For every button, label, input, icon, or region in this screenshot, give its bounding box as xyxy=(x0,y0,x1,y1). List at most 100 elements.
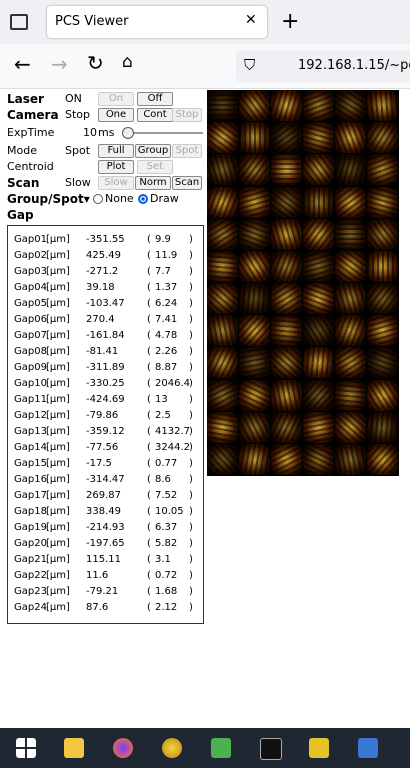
image-cell xyxy=(367,411,398,443)
gap-value: -79.86 xyxy=(86,410,119,421)
unit: [μm] xyxy=(46,554,70,565)
image-cell xyxy=(335,250,366,282)
paren: ( xyxy=(147,314,151,325)
paren: ) xyxy=(189,314,193,325)
radio[interactable] xyxy=(93,194,103,204)
gap-value: 39.18 xyxy=(86,282,115,293)
image-cell xyxy=(367,186,398,218)
button[interactable]: Norm xyxy=(135,176,171,190)
tab[interactable]: PCS Viewer ✕ xyxy=(47,6,267,38)
label: Centroid xyxy=(7,160,54,173)
gap-error: 2.26 xyxy=(155,346,178,357)
state: Stop xyxy=(65,108,91,121)
paren: ) xyxy=(189,250,193,261)
new-tab[interactable]: + xyxy=(281,9,300,34)
paren: ( xyxy=(147,426,151,437)
gap-row: Gap22 [μm] 11.6 (0.72) xyxy=(14,568,200,584)
terminal[interactable] xyxy=(260,738,282,760)
paren: ( xyxy=(147,506,151,517)
gap-value: 115.11 xyxy=(86,554,121,565)
app[interactable] xyxy=(358,738,378,758)
image-cell xyxy=(271,315,302,347)
paren: ( xyxy=(147,586,151,597)
gap-error: 2.5 xyxy=(155,410,171,421)
button[interactable]: Full xyxy=(98,144,134,158)
gap-row: Gap11 [μm] -424.69 (13) xyxy=(14,392,200,408)
gap-value: -271.2 xyxy=(86,266,119,277)
app[interactable] xyxy=(162,738,182,758)
unit: [μm] xyxy=(46,378,70,389)
firefox[interactable] xyxy=(113,738,133,758)
paren: ( xyxy=(147,538,151,549)
tab-list[interactable] xyxy=(10,14,28,30)
home[interactable]: ⌂ xyxy=(122,52,133,72)
unit: [μm] xyxy=(46,442,70,453)
app[interactable] xyxy=(211,738,231,758)
image-cell xyxy=(239,283,270,315)
paren: ) xyxy=(189,426,193,437)
button[interactable]: Group xyxy=(135,144,171,158)
paren: ( xyxy=(147,378,151,389)
gap-name: Gap21 xyxy=(14,554,47,565)
start[interactable] xyxy=(16,738,36,758)
gap-row: Gap21 [μm] 115.11 (3.1) xyxy=(14,552,200,568)
image-cell xyxy=(271,90,302,122)
button[interactable]: One xyxy=(98,108,134,122)
gap-row: Gap14 [μm] -77.56 (3244.2) xyxy=(14,440,200,456)
gap-error: 3.1 xyxy=(155,554,171,565)
app[interactable] xyxy=(309,738,329,758)
camera-image xyxy=(207,90,399,476)
paren: ) xyxy=(189,346,193,357)
gap-value: -330.25 xyxy=(86,378,125,389)
gap-name: Gap19 xyxy=(14,522,47,533)
button[interactable]: Plot xyxy=(98,160,134,174)
unit: [μm] xyxy=(46,282,70,293)
unit: [μm] xyxy=(46,346,70,357)
url-bar[interactable]: ⛉ 192.168.1.15/~pcs/ xyxy=(236,50,410,82)
reload[interactable]: ↻ xyxy=(87,51,104,75)
image-cell xyxy=(367,443,398,475)
unit: [μm] xyxy=(46,266,70,277)
slider-thumb[interactable] xyxy=(122,127,134,139)
gap-error: 7.7 xyxy=(155,266,171,277)
label: Gap xyxy=(7,208,34,222)
paren: ( xyxy=(147,346,151,357)
gap-value: -161.84 xyxy=(86,330,125,341)
gap-error: 4.78 xyxy=(155,330,178,341)
button[interactable]: Cont xyxy=(137,108,173,122)
unit: [μm] xyxy=(46,410,70,421)
gap-error: 5.82 xyxy=(155,538,178,549)
button: Set xyxy=(137,160,173,174)
image-cell xyxy=(207,90,238,122)
image-cell xyxy=(239,154,270,186)
back[interactable]: ← xyxy=(14,52,31,76)
tab-close[interactable]: ✕ xyxy=(245,12,257,28)
explorer[interactable] xyxy=(64,738,84,758)
image-cell xyxy=(303,315,334,347)
slider[interactable] xyxy=(125,132,203,134)
label: ExpTime xyxy=(7,126,55,139)
gap-name: Gap11 xyxy=(14,394,47,405)
button[interactable]: Off xyxy=(137,92,173,106)
paren: ( xyxy=(147,330,151,341)
gap-row: Gap06 [μm] 270.4 (7.41) xyxy=(14,312,200,328)
paren: ( xyxy=(147,298,151,309)
radio[interactable] xyxy=(138,194,148,204)
gap-name: Gap15 xyxy=(14,458,47,469)
unit: [μm] xyxy=(46,250,70,261)
gap-name: Gap01 xyxy=(14,234,47,245)
paren: ( xyxy=(147,570,151,581)
image-cell xyxy=(239,443,270,475)
image-cell xyxy=(367,90,398,122)
paren: ( xyxy=(147,522,151,533)
paren: ( xyxy=(147,554,151,565)
button[interactable]: Scan xyxy=(172,176,202,190)
gap-error: 8.87 xyxy=(155,362,178,373)
paren: ( xyxy=(147,266,151,277)
gap-error: 3244.2 xyxy=(155,442,190,453)
gap-name: Gap20 xyxy=(14,538,47,549)
image-cell xyxy=(207,250,238,282)
image-cell xyxy=(303,250,334,282)
unit: [μm] xyxy=(46,234,70,245)
